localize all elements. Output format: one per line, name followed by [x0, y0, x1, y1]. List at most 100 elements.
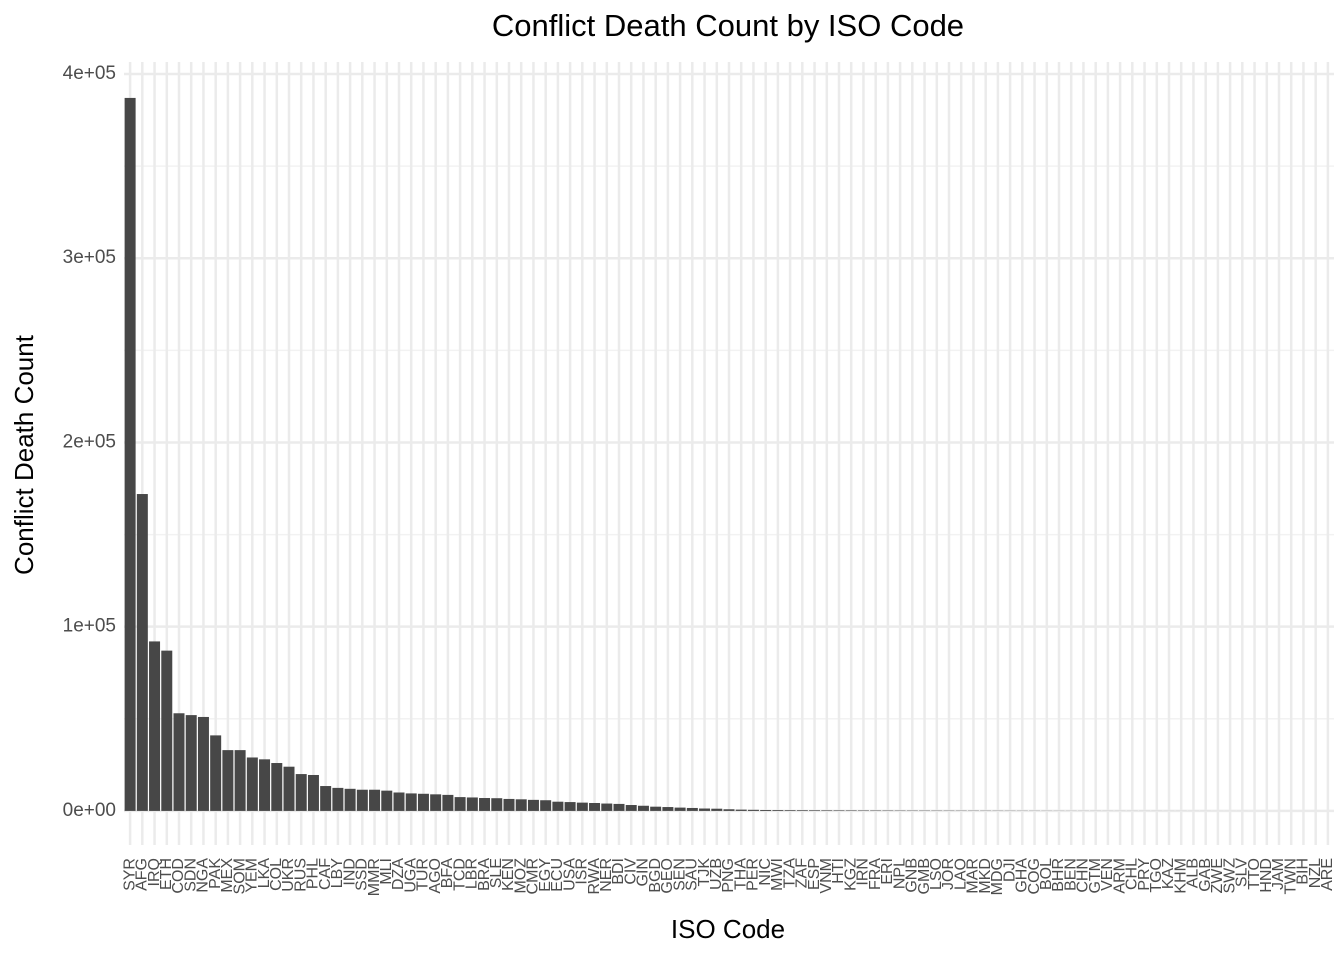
x-tick-label: ISR: [574, 858, 591, 885]
x-tick-label: THA: [732, 858, 749, 890]
x-tick-label: NZL: [1307, 858, 1324, 888]
x-tick-label: ETH: [158, 858, 175, 890]
bar: [320, 786, 332, 811]
bar: [601, 803, 613, 811]
x-tick-label: SAU: [684, 858, 701, 891]
x-tick-label: NIC: [757, 858, 774, 886]
x-tick-label: SLE: [488, 858, 505, 888]
bar: [747, 809, 759, 811]
x-tick-label: MOZ: [512, 858, 529, 894]
x-tick-label: GTM: [1087, 858, 1104, 894]
x-tick-label: DJI: [1001, 858, 1018, 882]
x-tick-label: BHR: [1050, 858, 1067, 892]
bar: [161, 650, 173, 811]
x-tick-label: TCD: [451, 858, 468, 891]
x-tick-label: PNG: [720, 858, 737, 893]
bar: [796, 810, 808, 811]
x-tick-label: HTI: [830, 858, 847, 884]
y-tick-label: 2e+05: [63, 431, 116, 452]
x-tick-label: PAK: [207, 858, 224, 889]
bar: [564, 802, 576, 811]
bar: [210, 735, 222, 811]
bar: [784, 810, 796, 811]
bar: [124, 97, 136, 811]
bar: [136, 494, 148, 811]
x-tick-label: BGD: [647, 858, 664, 893]
x-tick-label: SLV: [1234, 858, 1251, 887]
x-tick-label: BDI: [610, 858, 627, 885]
x-tick-label: BOL: [1038, 858, 1055, 890]
x-tick-label: COD: [170, 858, 187, 894]
x-tick-label: DZA: [390, 858, 407, 890]
bar: [466, 797, 478, 811]
bar: [686, 807, 698, 811]
x-tick-label: MLI: [378, 858, 395, 885]
x-tick-label: ALB: [1185, 858, 1202, 888]
x-axis-title: ISO Code: [671, 914, 785, 944]
x-tick-label: KGZ: [842, 858, 859, 891]
bar: [479, 798, 491, 811]
x-tick-label: SEN: [671, 858, 688, 891]
bar: [552, 801, 564, 811]
bar: [442, 794, 454, 811]
x-tick-label: RWA: [586, 858, 603, 895]
x-tick-label: AFG: [134, 858, 151, 891]
bar: [234, 750, 246, 811]
bar: [540, 800, 552, 811]
bar: [491, 798, 503, 811]
bar: [271, 763, 283, 811]
x-tick-label: IRN: [855, 858, 872, 886]
x-tick-label: KHM: [1172, 858, 1189, 894]
x-tick-label: VEN: [1099, 858, 1116, 891]
x-tick-label: ESP: [806, 858, 823, 890]
x-tick-label: UZB: [708, 858, 725, 890]
x-tick-label: CHN: [1075, 858, 1092, 893]
bar: [699, 808, 711, 811]
x-tick-label: GAB: [1197, 858, 1214, 892]
x-tick-label: MKD: [977, 858, 994, 894]
y-tick-label: 0e+00: [63, 800, 116, 821]
bar: [283, 766, 295, 811]
x-tick-label: IND: [341, 858, 358, 886]
x-tick-label: GIN: [635, 858, 652, 886]
bar: [735, 809, 747, 811]
x-tick-label: NER: [598, 858, 615, 892]
bar: [356, 789, 368, 811]
x-tick-label: JOR: [940, 858, 957, 890]
bar: [809, 810, 821, 811]
bar: [821, 810, 833, 811]
bar: [760, 809, 772, 811]
x-tick-label: TWN: [1282, 858, 1299, 894]
x-tick-label: COL: [268, 858, 285, 891]
x-tick-label: RUS: [292, 858, 309, 892]
x-tick-label: BEN: [1062, 858, 1079, 891]
x-tick-label: GNB: [904, 858, 921, 893]
y-tick-label: 4e+05: [63, 63, 116, 84]
bar: [393, 792, 405, 811]
x-tick-label: NGA: [195, 858, 212, 893]
x-tick-label: NPL: [891, 858, 908, 889]
x-tick-label: SSD: [354, 858, 371, 891]
x-tick-label: KEN: [500, 858, 517, 891]
x-tick-label: UKR: [280, 858, 297, 892]
x-tick-label: CMR: [525, 858, 542, 894]
x-tick-label: LBY: [329, 858, 346, 889]
x-tick-label: ARE: [1319, 858, 1336, 891]
x-tick-label: ZWE: [1209, 858, 1226, 894]
chart-title: Conflict Death Count by ISO Code: [492, 8, 964, 43]
bars: [124, 97, 1334, 811]
bar: [772, 810, 784, 811]
bar: [833, 810, 845, 811]
bar: [576, 802, 588, 811]
bar: [711, 808, 723, 811]
bar: [332, 787, 344, 811]
bar: [662, 807, 674, 811]
x-tick-label: CAF: [317, 858, 334, 890]
bar: [197, 716, 209, 811]
x-tick-label: AGO: [427, 858, 444, 894]
y-tick-label: 3e+05: [63, 247, 116, 268]
x-tick-label: TZA: [781, 858, 798, 889]
x-tick-label: ERI: [879, 858, 896, 885]
bar: [246, 757, 258, 811]
